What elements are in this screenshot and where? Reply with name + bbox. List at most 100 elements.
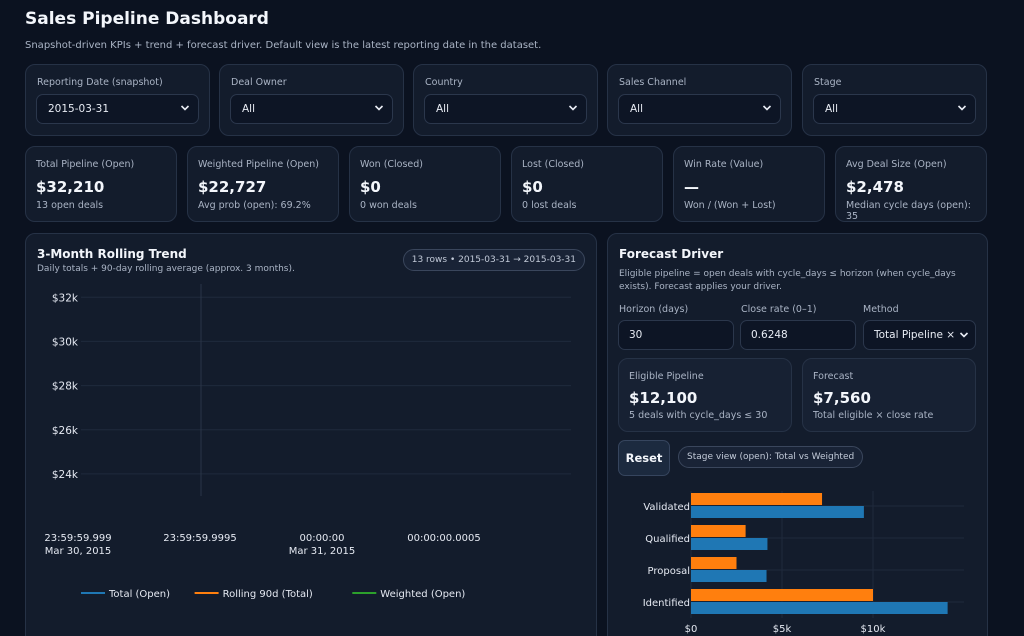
- kpi-label: Avg Deal Size (Open): [846, 159, 947, 170]
- x-tick-date: Mar 30, 2015: [45, 546, 112, 557]
- eligible-label: Eligible Pipeline: [629, 371, 704, 382]
- stage-view-badge: Stage view (open): Total vs Weighted: [678, 446, 864, 468]
- x-tick-label: $0: [685, 624, 698, 635]
- bar-weighted: [691, 557, 737, 569]
- legend-label: Weighted (Open): [380, 589, 465, 600]
- kpi-sub: Won / (Won + Lost): [684, 200, 776, 211]
- kpi-label: Weighted Pipeline (Open): [198, 159, 319, 170]
- kpi-value: $0: [522, 178, 543, 196]
- filter-label: Deal Owner: [231, 77, 287, 88]
- kpi-label: Won (Closed): [360, 159, 424, 170]
- kpi-label: Lost (Closed): [522, 159, 584, 170]
- kpi-label: Win Rate (Value): [684, 159, 764, 170]
- legend-label: Rolling 90d (Total): [223, 589, 313, 600]
- kpi-sub: 13 open deals: [36, 200, 104, 211]
- reporting-date-select[interactable]: 2015-03-31: [36, 94, 199, 124]
- filter-country: Country All: [413, 64, 598, 136]
- bar-total: [691, 538, 768, 550]
- bar-weighted: [691, 493, 823, 505]
- sales-channel-select[interactable]: All: [618, 94, 781, 124]
- chevron-down-icon: [180, 105, 190, 111]
- kpi-sub: 0 won deals: [360, 200, 417, 211]
- kpi-value: $2,478: [846, 178, 904, 196]
- y-tick-label: $24k: [52, 469, 79, 481]
- x-tick-date: Mar 31, 2015: [289, 546, 356, 557]
- legend-label: Total (Open): [108, 589, 170, 600]
- select-value: 2015-03-31: [48, 103, 110, 115]
- page-subtitle: Snapshot-driven KPIs + trend + forecast …: [25, 40, 542, 51]
- forecast-value-card: Forecast $7,560 Total eligible × close r…: [802, 358, 976, 432]
- chevron-down-icon: [958, 329, 970, 341]
- page-title: Sales Pipeline Dashboard: [25, 9, 269, 29]
- eligible-sub: 5 deals with cycle_days ≤ 30: [629, 410, 768, 421]
- x-tick-label: 23:59:59.999: [44, 533, 111, 544]
- trend-chart: $32k $30k $28k $26k $24k 23:59:59.999 Mar 30, …: [44, 284, 571, 600]
- category-label: Identified: [643, 598, 690, 609]
- select-value: All: [242, 103, 256, 115]
- filter-reporting-date: Reporting Date (snapshot) 2015-03-31: [25, 64, 210, 136]
- y-tick-label: $32k: [52, 292, 79, 304]
- category-label: Validated: [643, 502, 690, 513]
- kpi-value: $32,210: [36, 178, 105, 196]
- kpi-value: —: [684, 178, 699, 196]
- category-label: Proposal: [648, 566, 690, 577]
- chevron-down-icon: [374, 105, 384, 111]
- filter-label: Stage: [814, 77, 842, 88]
- bar-total: [691, 602, 948, 614]
- trend-card: 3-Month Rolling Trend Daily totals + 90-…: [25, 233, 597, 636]
- select-value: All: [436, 103, 450, 115]
- select-value: Total Pipeline × C: [874, 329, 966, 341]
- x-tick-label: $5k: [773, 624, 792, 635]
- deal-owner-select[interactable]: All: [230, 94, 393, 124]
- stage-chart: $0 $5k $10k Validated Qualified Proposal Ident…: [643, 491, 964, 635]
- kpi-lost: Lost (Closed) $0 0 lost deals: [511, 146, 663, 222]
- stage-select[interactable]: All: [813, 94, 976, 124]
- filter-label: Sales Channel: [619, 77, 687, 88]
- forecast-value: $7,560: [813, 389, 871, 407]
- kpi-won: Won (Closed) $0 0 won deals: [349, 146, 501, 222]
- chevron-down-icon: [568, 105, 578, 111]
- filter-deal-owner: Deal Owner All: [219, 64, 404, 136]
- close-rate-input[interactable]: 0.6248: [740, 320, 856, 350]
- chevron-down-icon: [957, 105, 967, 111]
- y-tick-label: $26k: [52, 425, 79, 437]
- forecast-card: Forecast Driver Eligible pipeline = open…: [607, 233, 988, 636]
- eligible-value: $12,100: [629, 389, 698, 407]
- kpi-sub: Median cycle days (open): 35: [846, 200, 971, 222]
- method-label: Method: [863, 304, 899, 315]
- reset-button[interactable]: Reset: [618, 440, 670, 476]
- horizon-label: Horizon (days): [619, 304, 689, 315]
- kpi-sub: Avg prob (open): 69.2%: [198, 200, 311, 211]
- trend-title: 3-Month Rolling Trend: [37, 247, 187, 261]
- kpi-value: $0: [360, 178, 381, 196]
- kpi-value: $22,727: [198, 178, 267, 196]
- trend-subtitle: Daily totals + 90-day rolling average (a…: [37, 264, 295, 274]
- filter-label: Country: [425, 77, 463, 88]
- chevron-down-icon: [762, 105, 772, 111]
- eligible-pipeline-card: Eligible Pipeline $12,100 5 deals with c…: [618, 358, 792, 432]
- bar-weighted: [691, 525, 746, 537]
- bar-total: [691, 506, 864, 518]
- x-tick-label: 23:59:59.9995: [163, 533, 237, 544]
- kpi-total-pipeline: Total Pipeline (Open) $32,210 13 open de…: [25, 146, 177, 222]
- horizon-input[interactable]: 30: [618, 320, 734, 350]
- trend-rows-badge: 13 rows • 2015-03-31 → 2015-03-31: [402, 249, 585, 271]
- method-select[interactable]: Total Pipeline × C: [863, 320, 976, 350]
- y-tick-label: $30k: [52, 336, 79, 348]
- select-value: All: [825, 103, 839, 115]
- forecast-sub: Total eligible × close rate: [813, 410, 934, 421]
- filter-sales-channel: Sales Channel All: [607, 64, 792, 136]
- bar-weighted: [691, 589, 873, 601]
- forecast-label: Forecast: [813, 371, 854, 382]
- kpi-label: Total Pipeline (Open): [36, 159, 135, 170]
- kpi-weighted-pipeline: Weighted Pipeline (Open) $22,727 Avg pro…: [187, 146, 339, 222]
- forecast-title: Forecast Driver: [619, 247, 724, 261]
- x-tick-label: $10k: [861, 624, 886, 635]
- country-select[interactable]: All: [424, 94, 587, 124]
- kpi-sub: 0 lost deals: [522, 200, 577, 211]
- bar-total: [691, 570, 767, 582]
- y-tick-label: $28k: [52, 381, 79, 393]
- x-tick-label: 00:00:00: [300, 533, 345, 544]
- select-value: All: [630, 103, 644, 115]
- forecast-description: Eligible pipeline = open deals with cycl…: [619, 269, 956, 292]
